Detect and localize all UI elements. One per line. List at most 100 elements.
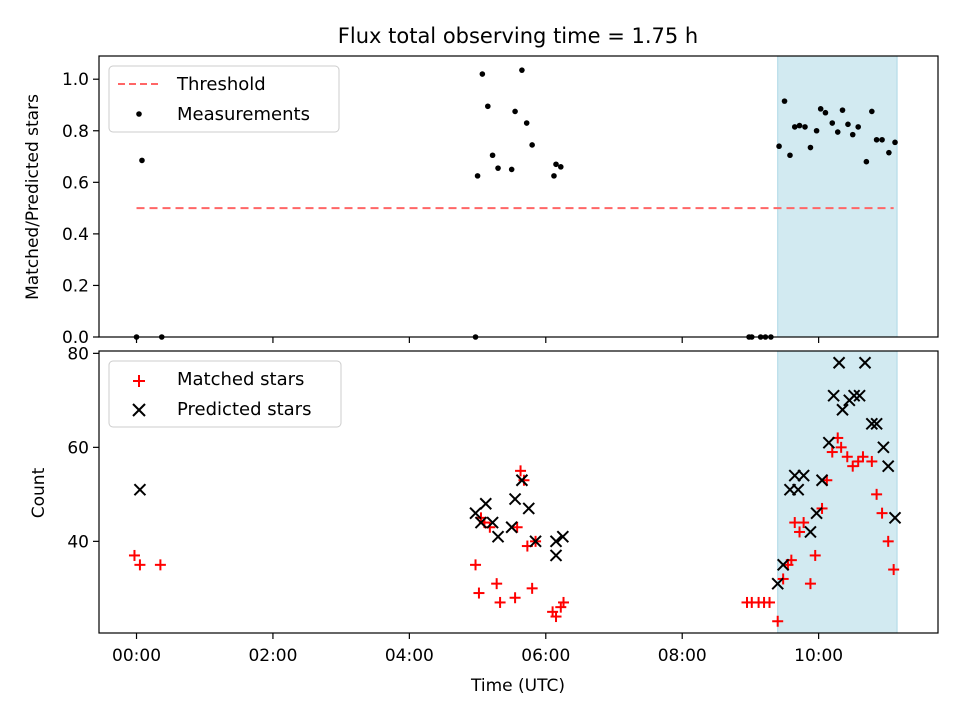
y-tick-label: 0.2 — [62, 276, 89, 296]
measurement-point — [485, 103, 491, 110]
x-tick-label: 00:00 — [112, 646, 161, 666]
chart-title: Flux total observing time = 1.75 h — [338, 24, 698, 48]
measurement-point — [557, 164, 564, 170]
predicted-star-point — [881, 459, 895, 473]
measurement-point — [879, 136, 885, 143]
measurement-point — [892, 139, 898, 146]
matched-star-point — [835, 441, 847, 453]
measurement-point — [553, 161, 559, 168]
y-tick-label: 60 — [67, 438, 89, 458]
measurement-point — [863, 158, 870, 165]
matched-star-point — [772, 615, 784, 627]
matched-star-point — [473, 587, 485, 599]
bottom-y-ticks: 40 60 80 — [67, 344, 99, 552]
matched-star-point — [841, 451, 853, 463]
measurement-point — [869, 108, 875, 115]
measurement-point — [855, 124, 861, 130]
matched-star-point — [491, 578, 503, 590]
top-axes-frame — [98, 55, 939, 338]
x-tick-label: 06:00 — [521, 646, 570, 666]
measurement-point — [829, 120, 836, 126]
bottom-axes-frame — [98, 350, 939, 634]
predicted-star-point — [529, 535, 542, 548]
predicted-star-point — [515, 474, 529, 487]
matched-star-point — [866, 455, 878, 467]
bottom-predicted-points — [133, 356, 902, 590]
matched-star-point — [809, 549, 821, 561]
predicted-star-point — [474, 516, 488, 529]
measurement-point — [523, 120, 530, 126]
x-tick-label: 10:00 — [794, 646, 843, 666]
measurement-point — [834, 129, 841, 135]
predicted-star-point — [815, 474, 829, 487]
legend-predicted-swatch — [132, 403, 146, 417]
predicted-star-point — [797, 469, 810, 482]
predicted-star-point — [771, 577, 784, 590]
y-tick-label: 80 — [67, 344, 89, 364]
measurement-point — [474, 173, 481, 179]
predicted-star-point — [788, 469, 801, 482]
y-tick-label: 0.0 — [62, 328, 89, 348]
top-panel: 0.0 0.2 0.4 0.6 0.8 1.0 Matched/Predicted sta… — [23, 55, 939, 348]
measurement-point — [512, 108, 518, 115]
measurement-point — [519, 67, 525, 73]
measurement-point — [139, 157, 145, 164]
predicted-star-point — [508, 492, 522, 506]
predicted-star-point — [791, 483, 805, 496]
matched-star-point — [128, 549, 140, 561]
measurement-point — [781, 98, 788, 104]
matched-star-point — [550, 611, 562, 623]
bottom-y-axis-label: Count — [29, 467, 49, 518]
matched-star-point — [871, 488, 883, 500]
predicted-star-point — [865, 417, 879, 431]
observing-window-band — [777, 55, 898, 338]
predicted-star-point — [491, 530, 505, 543]
measurement-point — [845, 121, 851, 128]
predicted-star-point — [870, 417, 883, 431]
measurement-point — [807, 144, 814, 151]
predicted-star-point — [556, 530, 570, 543]
predicted-star-point — [804, 525, 817, 539]
matched-star-point — [857, 451, 869, 463]
predicted-star-point — [822, 436, 836, 449]
top-x-ticks — [135, 337, 820, 343]
legend-measurements-swatch — [136, 111, 142, 117]
y-tick-label: 0.6 — [62, 173, 89, 193]
predicted-star-point — [836, 403, 849, 416]
predicted-star-point — [505, 521, 518, 534]
predicted-star-point — [810, 506, 823, 520]
measurement-point — [551, 173, 557, 179]
top-measurement-points — [133, 67, 898, 340]
predicted-star-point — [853, 389, 866, 402]
predicted-star-point — [549, 549, 563, 562]
matched-star-point — [804, 578, 816, 590]
y-tick-label: 0.8 — [62, 122, 89, 142]
bottom-panel: 40 60 80 00:00 02:00 04:00 06:00 08:00 10:00 Co… — [29, 344, 939, 696]
matched-star-point — [494, 596, 506, 608]
predicted-star-point — [847, 389, 861, 402]
measurement-point — [849, 131, 856, 138]
predicted-star-point — [888, 511, 902, 525]
matched-star-point — [526, 582, 538, 594]
predicted-star-point — [479, 497, 492, 510]
predicted-star-point — [486, 516, 499, 529]
measurement-point — [508, 166, 515, 173]
legend-matched-swatch — [133, 375, 145, 387]
matched-star-point — [798, 517, 810, 529]
predicted-star-point — [549, 535, 563, 548]
measurement-point — [791, 124, 798, 130]
y-tick-label: 40 — [67, 532, 89, 552]
matched-star-point — [558, 596, 570, 608]
measurement-point — [813, 127, 820, 134]
matched-star-point — [847, 460, 859, 472]
matched-star-point — [154, 559, 166, 571]
bottom-x-ticks: 00:00 02:00 04:00 06:00 08:00 10:00 — [112, 633, 843, 666]
x-tick-label: 02:00 — [248, 646, 297, 666]
matched-star-point — [509, 592, 521, 604]
predicted-star-point — [469, 506, 482, 520]
measurement-point — [489, 152, 496, 159]
predicted-star-point — [522, 502, 535, 515]
predicted-star-point — [133, 483, 147, 496]
measurement-point — [796, 122, 803, 129]
